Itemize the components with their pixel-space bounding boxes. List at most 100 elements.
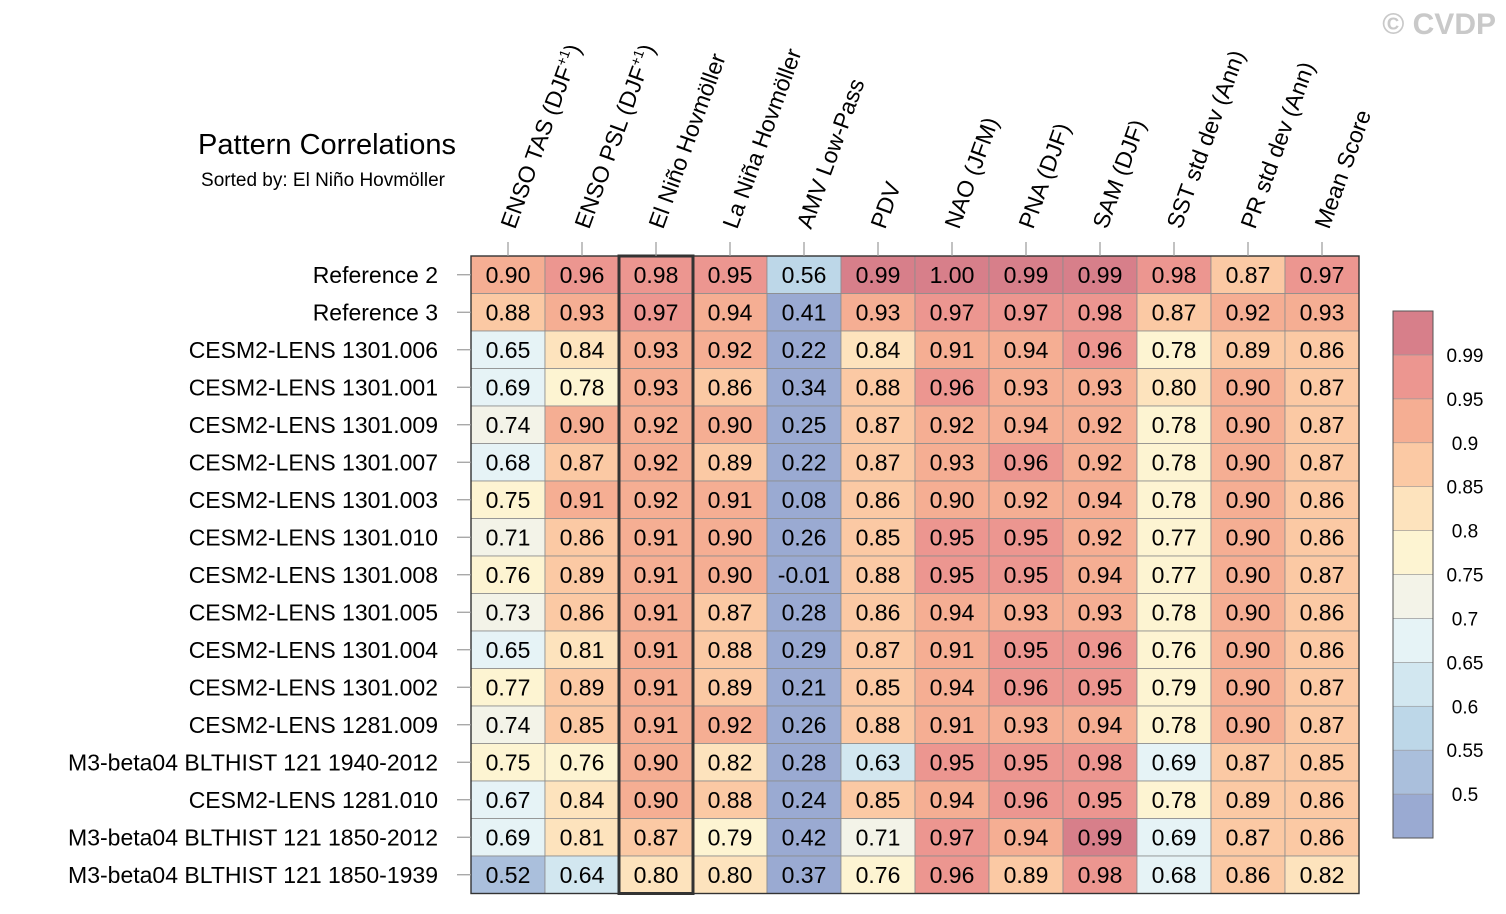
heatmap-cell xyxy=(1062,555,1138,594)
heatmap-cell xyxy=(618,705,694,744)
heatmap-cell xyxy=(618,668,694,707)
cell-value: 0.87 xyxy=(1300,374,1345,400)
cell-value: 0.88 xyxy=(708,787,753,813)
heatmap-cell xyxy=(692,855,768,894)
row-label: CESM2-LENS 1301.010 xyxy=(189,524,438,550)
heatmap-cell xyxy=(1136,293,1212,332)
cell-value: 0.89 xyxy=(708,449,753,475)
cell-value: 0.96 xyxy=(930,862,975,888)
cell-value: 0.87 xyxy=(634,824,679,850)
row-label: Reference 3 xyxy=(313,299,438,325)
row-labels: Reference 2 Reference 3 CESM2-LENS 1301.00… xyxy=(68,262,471,888)
cell-value: 0.81 xyxy=(560,824,605,850)
heatmap-cell xyxy=(544,818,620,857)
heatmap-cell xyxy=(766,593,842,632)
cell-value: 0.89 xyxy=(1226,787,1271,813)
cell-value: 0.94 xyxy=(930,787,975,813)
cell-value: 0.86 xyxy=(1300,599,1345,625)
row-label: CESM2-LENS 1301.006 xyxy=(189,337,438,363)
cell-value: 0.86 xyxy=(1300,337,1345,363)
cell-value: 0.85 xyxy=(856,524,901,550)
heatmap-cell xyxy=(766,330,842,369)
heatmap-cell xyxy=(1210,293,1286,332)
heatmap-cell xyxy=(692,705,768,744)
heatmap-cell xyxy=(470,705,546,744)
heatmap-cell xyxy=(766,405,842,444)
cell-value: 0.85 xyxy=(856,787,901,813)
cell-value: 0.73 xyxy=(486,599,531,625)
colorbar-tick-label: 0.6 xyxy=(1452,697,1478,718)
heatmap-cell xyxy=(544,555,620,594)
row-label: CESM2-LENS 1301.008 xyxy=(189,562,438,588)
cell-value: 0.90 xyxy=(1226,524,1271,550)
cell-value: 0.93 xyxy=(1004,712,1049,738)
colorbar-tick-label: 0.55 xyxy=(1447,741,1484,762)
heatmap-cell xyxy=(840,705,916,744)
cell-value: 0.95 xyxy=(1004,637,1049,663)
column-labels: ENSO TAS (DJF+1)ENSO PSL (DJF+1)El Niño … xyxy=(495,40,1376,256)
cell-value: 0.92 xyxy=(930,412,975,438)
cell-value: 0.78 xyxy=(1152,337,1197,363)
cell-value: 0.24 xyxy=(782,787,827,813)
colorbar-tick-label: 0.75 xyxy=(1447,566,1484,587)
cell-value: 0.89 xyxy=(708,674,753,700)
heatmap-cell xyxy=(692,480,768,519)
cell-value: 0.96 xyxy=(560,262,605,288)
cell-value: 0.76 xyxy=(1152,637,1197,663)
cell-value: 0.93 xyxy=(1078,599,1123,625)
heatmap-cell xyxy=(470,818,546,857)
cell-value: 0.89 xyxy=(560,562,605,588)
heatmap-cell xyxy=(766,780,842,819)
cell-value: 0.90 xyxy=(930,487,975,513)
cell-value: 0.81 xyxy=(560,637,605,663)
cell-value: 0.28 xyxy=(782,749,827,775)
heatmap-cell xyxy=(1062,293,1138,332)
chart-title: Pattern Correlations xyxy=(198,129,456,161)
cell-value: 0.80 xyxy=(1152,374,1197,400)
heatmap-cell xyxy=(1062,630,1138,669)
cell-value: 0.93 xyxy=(560,299,605,325)
cell-value: 0.69 xyxy=(1152,749,1197,775)
cell-value: 0.94 xyxy=(1004,824,1049,850)
cell-value: 0.90 xyxy=(1226,487,1271,513)
cell-value: 0.21 xyxy=(782,674,827,700)
cell-value: 0.86 xyxy=(1300,524,1345,550)
cell-value: 0.86 xyxy=(1300,637,1345,663)
cell-value: 0.99 xyxy=(856,262,901,288)
cell-value: 0.95 xyxy=(1004,562,1049,588)
heatmap-cell xyxy=(544,593,620,632)
colorbar-tick-label: 0.5 xyxy=(1452,785,1478,806)
cell-value: 0.41 xyxy=(782,299,827,325)
colorbar-swatch xyxy=(1392,705,1434,751)
row-label: M3-beta04 BLTHIST 121 1850-2012 xyxy=(68,824,438,850)
cell-value: 0.88 xyxy=(856,562,901,588)
cell-value: 0.78 xyxy=(1152,712,1197,738)
cell-value: 0.95 xyxy=(1078,787,1123,813)
cell-value: 0.65 xyxy=(486,637,531,663)
heatmap-cell xyxy=(914,743,990,782)
heatmap-cell xyxy=(544,630,620,669)
cell-value: 0.85 xyxy=(560,712,605,738)
cell-value: 0.75 xyxy=(486,749,531,775)
heatmap-cell xyxy=(1136,255,1212,294)
cell-value: 0.98 xyxy=(1152,262,1197,288)
heatmap-cell xyxy=(914,630,990,669)
heatmap-cell xyxy=(766,743,842,782)
heatmap-cell xyxy=(840,480,916,519)
heatmap-cell xyxy=(544,255,620,294)
cell-value: 0.91 xyxy=(634,674,679,700)
colorbar-tick-label: 0.9 xyxy=(1452,434,1478,455)
cell-value: 0.93 xyxy=(856,299,901,325)
heatmap-cell xyxy=(988,555,1064,594)
cell-value: 0.91 xyxy=(930,337,975,363)
cell-value: 0.98 xyxy=(1078,299,1123,325)
heatmap-cell xyxy=(1062,480,1138,519)
heatmap-cell xyxy=(618,405,694,444)
heatmap-cell xyxy=(470,480,546,519)
heatmap-values: 0.90 0.96 0.98 0.95 0.56 0.99 1.00 0.99 0.99 0.98… xyxy=(486,254,1345,895)
heatmap-cell xyxy=(1210,593,1286,632)
heatmap-cell xyxy=(618,368,694,407)
heatmap-cell xyxy=(692,593,768,632)
colorbar-swatch xyxy=(1392,662,1434,707)
heatmap-cell xyxy=(840,555,916,594)
